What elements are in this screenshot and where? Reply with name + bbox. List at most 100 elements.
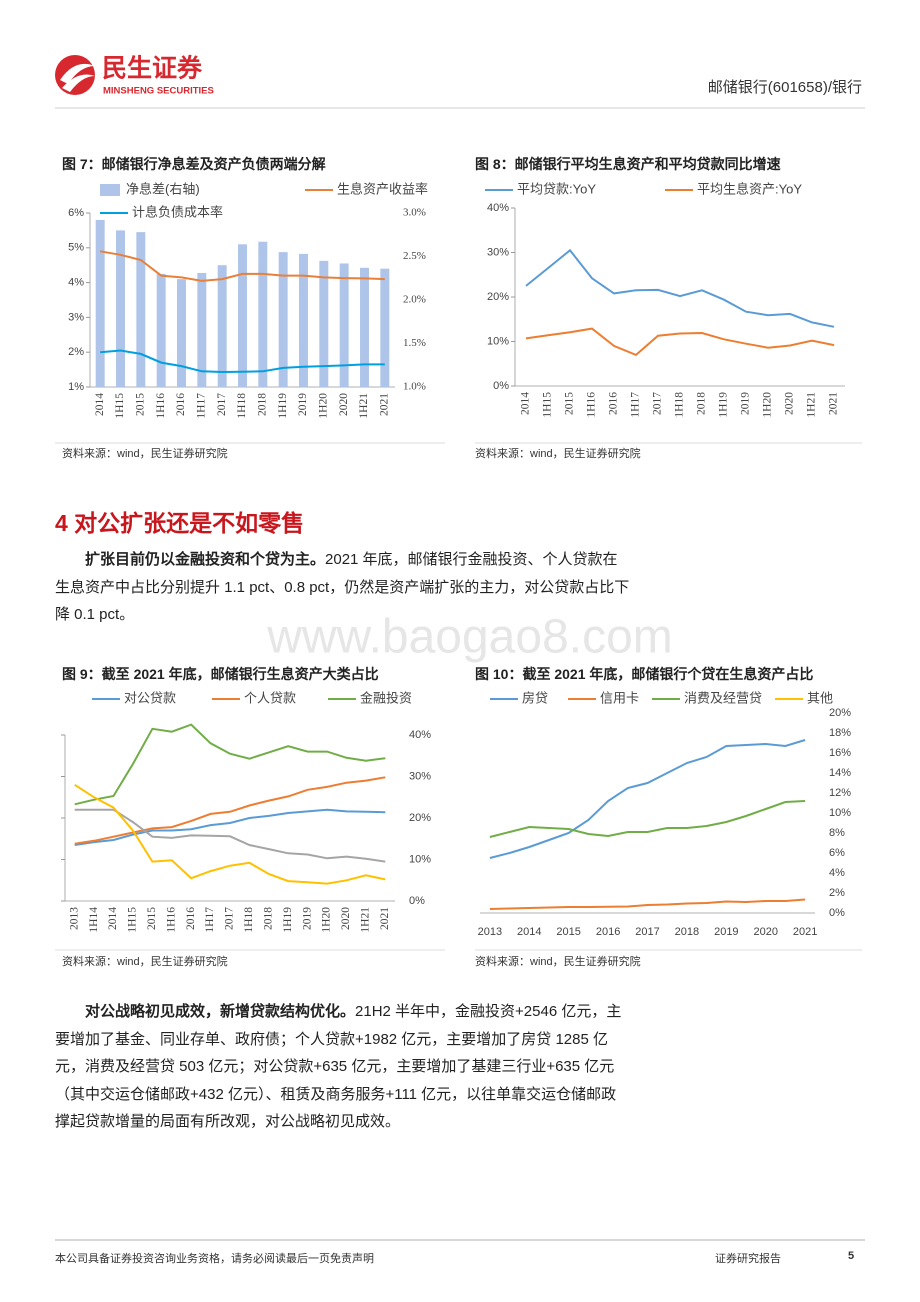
line-series bbox=[100, 349, 385, 374]
x-tick-label: 2020 bbox=[753, 926, 777, 938]
lead: 对公战略初见成效，新增贷款结构优化。 bbox=[85, 1003, 356, 1020]
x-tick-label: 2015 bbox=[556, 926, 580, 938]
x-tick-label: 2019 bbox=[297, 393, 309, 416]
page-number: 5 bbox=[848, 1250, 855, 1262]
x-tick-label: 2014 bbox=[520, 392, 532, 415]
x-tick-label: 1H21 bbox=[360, 907, 372, 933]
logo-icon bbox=[55, 55, 95, 95]
y-tick-label: 20% bbox=[829, 707, 851, 719]
x-tick-label: 2015 bbox=[146, 907, 158, 930]
x-tick-label: 1H14 bbox=[88, 907, 100, 933]
x-tick-label: 1H17 bbox=[204, 907, 216, 933]
x-tick-label: 2017 bbox=[652, 392, 664, 415]
x-tick-label: 2019 bbox=[301, 907, 313, 930]
bar bbox=[380, 268, 390, 387]
bar bbox=[156, 273, 166, 387]
y-tick-label: 6% bbox=[829, 847, 845, 859]
x-tick-label: 2020 bbox=[338, 393, 350, 416]
x-tick-label: 2018 bbox=[696, 392, 708, 415]
y2-tick-label: 2.0% bbox=[403, 294, 426, 306]
y2-tick-label: 1.0% bbox=[403, 381, 426, 393]
y2-tick-label: 2.5% bbox=[403, 250, 426, 262]
line-series bbox=[489, 800, 806, 838]
y-tick-label: 16% bbox=[829, 747, 851, 759]
lead: 扩张目前仍以金融投资和个贷为主。 bbox=[85, 551, 326, 568]
bar bbox=[339, 263, 349, 387]
x-tick-label: 1H19 bbox=[282, 907, 294, 933]
y-tick-label: 2% bbox=[68, 346, 84, 358]
y-tick-label: 10% bbox=[487, 335, 509, 347]
y-tick-label: 20% bbox=[487, 291, 509, 303]
x-tick-label: 1H15 bbox=[114, 393, 126, 419]
logo-en: MINSHENG SECURITIES bbox=[103, 86, 214, 97]
x-tick-label: 2016 bbox=[608, 392, 620, 415]
x-tick-label: 1H21 bbox=[358, 393, 370, 419]
figure-source: 资料来源：wind，民生证券研究院 bbox=[475, 448, 641, 460]
x-tick-label: 1H15 bbox=[542, 392, 554, 418]
line-series bbox=[74, 723, 386, 806]
legend-label: 房贷 bbox=[522, 690, 548, 705]
footer-right: 证券研究报告 bbox=[715, 1253, 781, 1265]
y-tick-label: 10% bbox=[409, 853, 431, 865]
y-tick-label: 3% bbox=[68, 311, 84, 323]
legend-label: 生息资产收益率 bbox=[337, 181, 428, 196]
x-tick-label: 1H20 bbox=[321, 907, 333, 933]
y-tick-label: 0% bbox=[409, 895, 425, 907]
x-tick-label: 2021 bbox=[828, 392, 840, 415]
y-tick-label: 8% bbox=[829, 827, 845, 839]
line-series bbox=[489, 898, 806, 910]
figure-title: 图 7：邮储银行净息差及资产负债两端分解 bbox=[62, 156, 326, 172]
y-tick-label: 5% bbox=[68, 242, 84, 254]
figure-source: 资料来源：wind，民生证券研究院 bbox=[62, 956, 228, 968]
bar bbox=[258, 241, 268, 387]
legend-label: 平均生息资产:YoY bbox=[697, 181, 802, 196]
y-tick-label: 20% bbox=[409, 812, 431, 824]
header-right: 邮储银行(601658)/银行 bbox=[708, 79, 862, 96]
figure-title: 图 10：截至 2021 年底，邮储银行个贷在生息资产占比 bbox=[475, 666, 814, 682]
y-tick-label: 2% bbox=[829, 887, 845, 899]
x-tick-label: 2017 bbox=[216, 393, 228, 416]
x-tick-label: 2014 bbox=[94, 393, 106, 416]
x-tick-label: 2017 bbox=[224, 907, 236, 930]
x-tick-label: 2014 bbox=[517, 926, 541, 938]
x-tick-label: 2016 bbox=[175, 393, 187, 416]
watermark: www.baogao8.com bbox=[266, 611, 673, 664]
legend-label: 金融投资 bbox=[360, 690, 412, 705]
y-tick-label: 14% bbox=[829, 767, 851, 779]
body-text: 21H2 半年中，金融投资+2546 亿元，主要增加了基金、同业存单、政府债；个… bbox=[55, 1003, 622, 1130]
x-tick-label: 2018 bbox=[675, 926, 699, 938]
x-tick-label: 2016 bbox=[596, 926, 620, 938]
line-series bbox=[74, 776, 386, 845]
x-tick-label: 2013 bbox=[478, 926, 502, 938]
bar bbox=[319, 260, 329, 387]
paragraph: 对公战略初见成效，新增贷款结构优化。21H2 半年中，金融投资+2546 亿元，… bbox=[55, 998, 630, 1136]
x-tick-label: 1H16 bbox=[586, 392, 598, 418]
legend-label: 消费及经营贷 bbox=[684, 690, 762, 705]
x-tick-label: 1H16 bbox=[165, 907, 177, 933]
x-tick-label: 1H19 bbox=[277, 393, 289, 419]
line-series bbox=[74, 808, 386, 863]
x-tick-label: 2019 bbox=[714, 926, 738, 938]
legend-label: 平均贷款:YoY bbox=[517, 181, 596, 196]
bar bbox=[136, 232, 146, 387]
body-text: 2021 年底，邮储银行金融投资、个人贷款在生息资产中占比分别提升 1.1 pc… bbox=[55, 551, 630, 623]
legend-label: 净息差(右轴) bbox=[126, 181, 200, 196]
line-series bbox=[74, 808, 386, 846]
bar bbox=[278, 252, 288, 387]
bar bbox=[238, 244, 247, 387]
x-tick-label: 2021 bbox=[378, 393, 390, 416]
y-tick-label: 30% bbox=[487, 246, 509, 258]
legend-label: 计息负债成本率 bbox=[132, 204, 223, 219]
x-tick-label: 1H16 bbox=[155, 393, 167, 419]
x-tick-label: 1H18 bbox=[236, 393, 248, 419]
y-tick-label: 0% bbox=[493, 380, 509, 392]
legend-label: 其他 bbox=[807, 690, 833, 705]
x-tick-label: 2019 bbox=[740, 392, 752, 415]
y-tick-label: 6% bbox=[68, 207, 84, 219]
legend-label: 信用卡 bbox=[600, 690, 639, 705]
x-tick-label: 2021 bbox=[793, 926, 817, 938]
bar bbox=[217, 265, 227, 387]
line-series bbox=[525, 327, 835, 357]
